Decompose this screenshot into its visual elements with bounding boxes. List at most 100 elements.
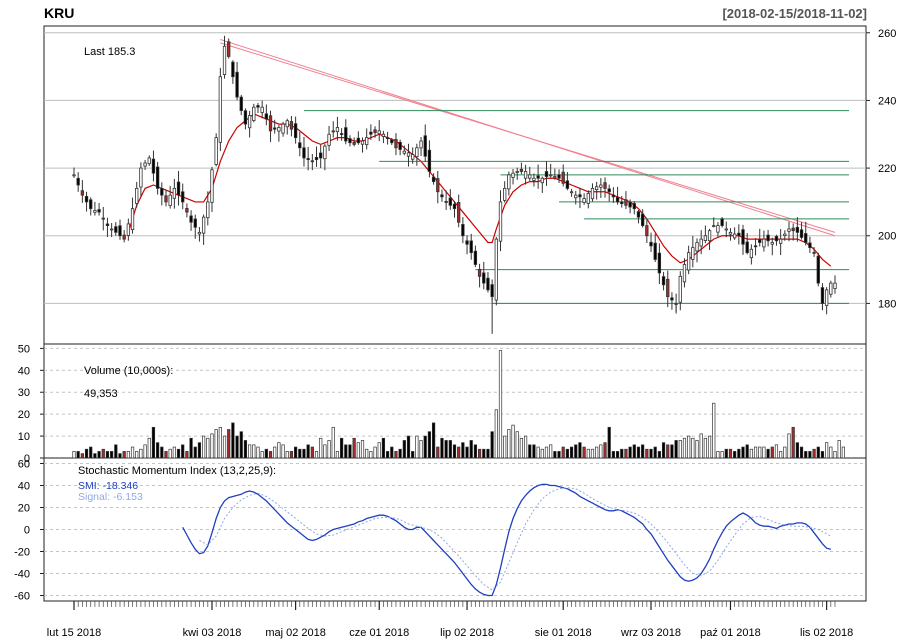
candle [574,190,578,205]
volume-bar [774,444,779,459]
candle-body [206,201,210,219]
candle-body [256,105,260,108]
volume-bar [749,448,753,459]
candle [595,181,599,200]
volume-bar [645,448,649,459]
volume-bar [185,451,189,459]
volume-bar [770,446,774,459]
candle-body [181,191,185,203]
candle-body [536,175,540,179]
candle [624,191,628,210]
candle-body [490,284,494,298]
signal-line [199,487,832,591]
volume-bar [519,437,524,459]
volume-bars [72,350,845,459]
candle [457,194,461,228]
candle [582,193,586,205]
candle [569,188,574,197]
candle [791,223,795,241]
volume-bar [461,442,465,459]
volume-bar [197,442,202,459]
volume-bar [268,451,273,459]
candle-body [452,203,457,210]
candle [193,214,197,239]
volume-bar [691,437,695,459]
candle [247,110,252,138]
volume-bar [452,444,457,459]
volume-bar [93,453,97,459]
x-tick-label: maj 02 2018 [265,627,326,639]
candle-body [824,289,829,306]
volume-bar [281,444,285,459]
volume-bar [406,435,411,459]
candle-body [523,171,528,179]
price-tick-label: 200 [878,231,896,243]
volume-bar [210,433,214,459]
candle-body [231,61,235,78]
volume-bar [578,442,582,459]
volume-bar [402,440,406,459]
candle [168,185,172,209]
candle [536,164,540,189]
smi-tick-label: 0 [24,525,30,537]
candle-body [511,172,515,178]
candle [402,145,406,156]
candle [268,110,273,143]
volume-bar [687,435,691,459]
candle [385,131,390,145]
price-panel [43,25,867,345]
volume-bar [825,442,829,459]
candle [298,131,302,157]
candle [519,162,524,175]
candle [176,170,181,206]
candle-body [787,228,791,232]
volume-bar [381,437,386,459]
candle [808,236,812,254]
candle [461,217,465,244]
smi-tick-label: 40 [18,481,30,493]
candle-body [503,187,507,201]
candle [331,121,335,138]
candle [473,245,478,268]
volume-bar [398,448,402,459]
candle [636,209,641,224]
candle [289,116,294,137]
candle-body [143,162,147,167]
candle-body [268,115,273,132]
candle-body [151,158,156,174]
volume-bar [804,451,808,459]
volume-bar [394,451,398,459]
candle-body [720,218,724,226]
candle-body [745,241,749,254]
candle-body [302,147,306,159]
volume-bar [294,446,298,459]
volume-bar [243,440,248,459]
candle-body [97,209,101,213]
candle-body [427,149,432,172]
candle [732,227,737,240]
candle [498,190,503,252]
candle [494,236,498,306]
candle [151,150,156,182]
candle [197,227,202,242]
candle-body [724,228,728,231]
candle [682,258,687,288]
candle-body [833,282,837,289]
volume-bar [160,446,164,459]
volume-bar [553,451,557,459]
candle [544,161,549,186]
candle-body [339,133,344,135]
candle-body [595,186,599,190]
volume-bar [586,448,590,459]
candle [812,246,816,257]
candle-body [540,177,544,184]
volume-bar [248,444,252,459]
volume-bar [728,448,733,459]
candle [770,237,774,256]
x-tick-label: paź 01 2018 [700,627,761,639]
candle [114,222,118,236]
candle-body [758,239,762,243]
candle [448,189,452,210]
candle-body [607,188,611,193]
candle [243,108,248,130]
